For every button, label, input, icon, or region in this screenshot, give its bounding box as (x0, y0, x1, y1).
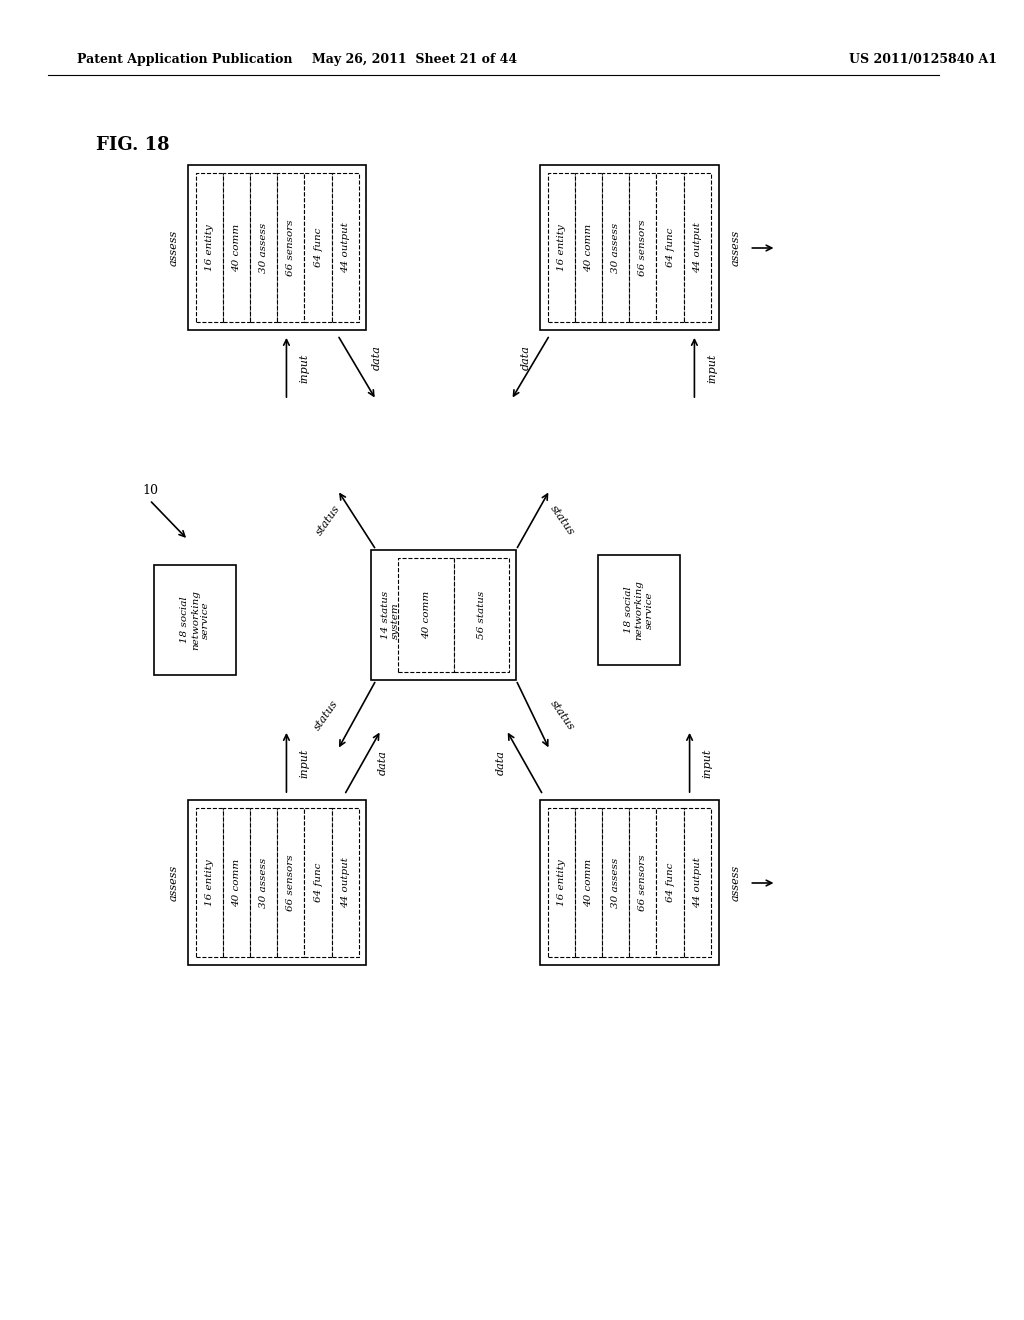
FancyBboxPatch shape (454, 558, 509, 672)
Text: assess: assess (731, 865, 741, 900)
Text: 44 output: 44 output (341, 222, 349, 273)
FancyBboxPatch shape (304, 173, 332, 322)
Text: input: input (299, 748, 309, 777)
Text: 64 func: 64 func (313, 228, 323, 267)
FancyBboxPatch shape (602, 173, 630, 322)
Text: 14 status
system: 14 status system (381, 591, 400, 639)
Text: 64 func: 64 func (313, 863, 323, 902)
Text: 40 comm: 40 comm (584, 858, 593, 907)
FancyBboxPatch shape (398, 558, 454, 672)
FancyBboxPatch shape (188, 165, 367, 330)
FancyBboxPatch shape (188, 800, 367, 965)
FancyBboxPatch shape (155, 565, 237, 675)
Text: 30 assess: 30 assess (259, 222, 268, 273)
FancyBboxPatch shape (630, 808, 656, 957)
Text: 66 sensors: 66 sensors (287, 219, 295, 276)
Text: 64 func: 64 func (666, 228, 675, 267)
Text: 66 sensors: 66 sensors (638, 219, 647, 276)
Text: assess: assess (731, 230, 741, 265)
FancyBboxPatch shape (598, 554, 680, 665)
Text: input: input (299, 354, 309, 383)
Text: 30 assess: 30 assess (611, 222, 621, 273)
FancyBboxPatch shape (250, 173, 278, 322)
FancyBboxPatch shape (548, 808, 574, 957)
Text: 18 social
networking
service: 18 social networking service (180, 590, 210, 649)
Text: 66 sensors: 66 sensors (287, 854, 295, 911)
Text: status: status (314, 503, 342, 537)
Text: 40 comm: 40 comm (232, 858, 241, 907)
FancyBboxPatch shape (602, 808, 630, 957)
Text: assess: assess (169, 865, 178, 900)
Text: 56 status: 56 status (477, 591, 486, 639)
Text: 40 comm: 40 comm (422, 591, 430, 639)
Text: 44 output: 44 output (692, 222, 701, 273)
FancyBboxPatch shape (304, 808, 332, 957)
Text: 16 entity: 16 entity (205, 859, 214, 906)
FancyBboxPatch shape (278, 808, 304, 957)
FancyBboxPatch shape (656, 173, 684, 322)
Text: data: data (378, 751, 388, 775)
Text: 10: 10 (142, 483, 159, 496)
FancyBboxPatch shape (196, 808, 223, 957)
FancyBboxPatch shape (223, 173, 250, 322)
FancyBboxPatch shape (540, 800, 719, 965)
FancyBboxPatch shape (332, 173, 358, 322)
Text: May 26, 2011  Sheet 21 of 44: May 26, 2011 Sheet 21 of 44 (312, 54, 517, 66)
Text: 64 func: 64 func (666, 863, 675, 902)
Text: data: data (521, 346, 530, 371)
Text: 30 assess: 30 assess (259, 858, 268, 908)
FancyBboxPatch shape (684, 173, 711, 322)
FancyBboxPatch shape (574, 173, 602, 322)
FancyBboxPatch shape (630, 173, 656, 322)
Text: data: data (496, 751, 506, 775)
FancyBboxPatch shape (574, 808, 602, 957)
Text: 16 entity: 16 entity (557, 859, 566, 906)
Text: US 2011/0125840 A1: US 2011/0125840 A1 (849, 54, 996, 66)
Text: 16 entity: 16 entity (205, 224, 214, 271)
FancyBboxPatch shape (332, 808, 358, 957)
Text: 18 social
networking
service: 18 social networking service (624, 579, 654, 640)
FancyBboxPatch shape (250, 808, 278, 957)
Text: 66 sensors: 66 sensors (638, 854, 647, 911)
FancyBboxPatch shape (223, 808, 250, 957)
Text: status: status (548, 698, 575, 731)
FancyBboxPatch shape (656, 808, 684, 957)
FancyBboxPatch shape (278, 173, 304, 322)
Text: status: status (312, 698, 340, 731)
FancyBboxPatch shape (196, 173, 223, 322)
FancyBboxPatch shape (684, 808, 711, 957)
Text: 40 comm: 40 comm (584, 223, 593, 272)
Text: input: input (707, 354, 717, 383)
Text: 30 assess: 30 assess (611, 858, 621, 908)
Text: FIG. 18: FIG. 18 (96, 136, 170, 154)
Text: 40 comm: 40 comm (232, 223, 241, 272)
Text: input: input (702, 748, 712, 777)
Text: data: data (372, 346, 381, 371)
Text: 16 entity: 16 entity (557, 224, 566, 271)
FancyBboxPatch shape (540, 165, 719, 330)
FancyBboxPatch shape (372, 550, 516, 680)
Text: 44 output: 44 output (341, 857, 349, 908)
Text: status: status (548, 503, 575, 537)
Text: Patent Application Publication: Patent Application Publication (77, 54, 293, 66)
Text: assess: assess (169, 230, 178, 265)
Text: 44 output: 44 output (692, 857, 701, 908)
FancyBboxPatch shape (548, 173, 574, 322)
